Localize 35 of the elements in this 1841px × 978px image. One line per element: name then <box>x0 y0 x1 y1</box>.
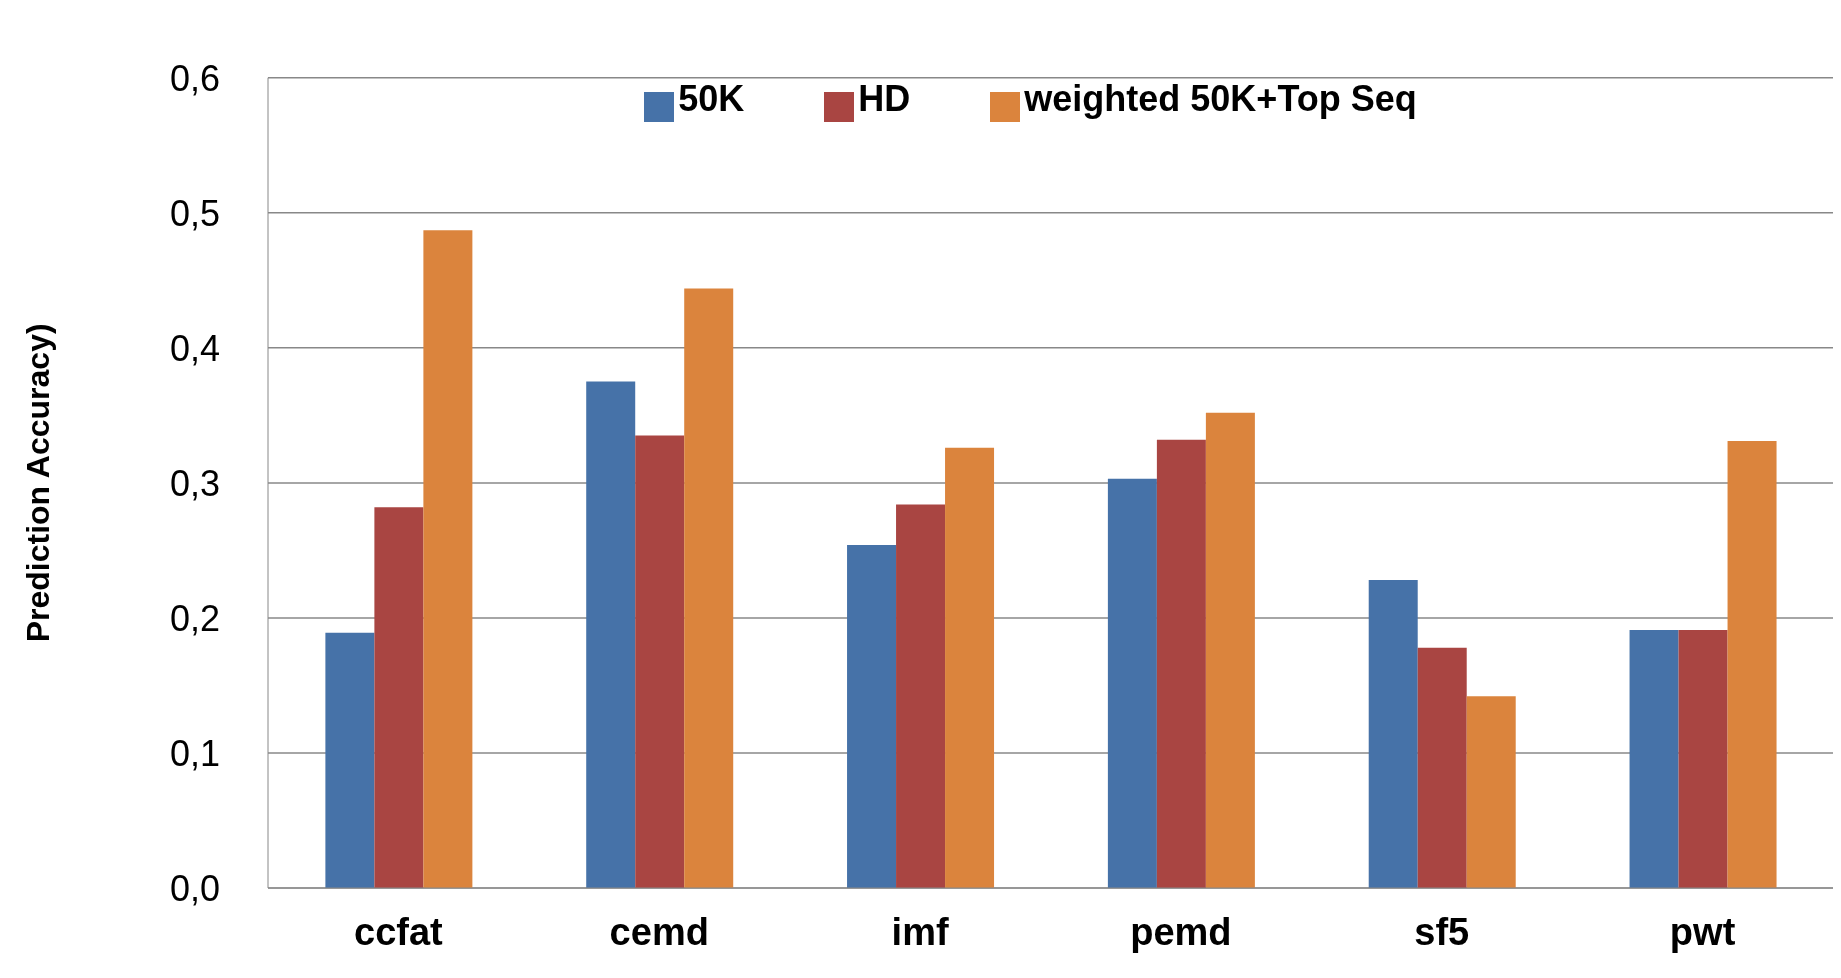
x-tick-label: cemd <box>609 910 709 953</box>
y-tick-label: 0,2 <box>169 597 220 639</box>
y-axis-title: Prediction Accuracy) <box>20 323 57 643</box>
x-tick-label: imf <box>891 910 949 953</box>
x-tick-label: pemd <box>1130 910 1232 953</box>
bar <box>586 381 636 888</box>
x-tick-label: pwt <box>1669 910 1736 953</box>
y-tick-label: 0,6 <box>169 57 220 99</box>
bar <box>1417 647 1467 888</box>
y-tick-label: 0,0 <box>169 867 220 909</box>
x-tick-label: sf5 <box>1414 910 1470 953</box>
bar <box>896 504 946 888</box>
y-tick-label: 0,1 <box>169 732 220 774</box>
bar <box>1156 439 1206 888</box>
bar <box>1368 580 1418 888</box>
legend-label: HD <box>858 78 911 119</box>
y-tick-label: 0,3 <box>169 462 220 504</box>
bar <box>635 435 685 888</box>
bar <box>684 288 734 888</box>
y-tick-label: 0,4 <box>169 327 220 369</box>
legend-label: 50K <box>678 78 745 119</box>
bar <box>423 230 473 888</box>
legend-label: weighted 50K+Top Seq <box>1024 78 1417 119</box>
bar <box>1678 630 1728 888</box>
y-tick-label: 0,5 <box>169 192 220 234</box>
bar <box>847 545 897 888</box>
bar <box>325 632 375 888</box>
bar <box>1727 441 1777 888</box>
bar <box>1107 478 1157 888</box>
bar <box>1466 696 1516 888</box>
x-tick-label: ccfat <box>354 910 444 953</box>
bar <box>374 507 424 888</box>
bar <box>945 447 995 888</box>
bar <box>1205 412 1255 888</box>
bar <box>1629 630 1679 888</box>
